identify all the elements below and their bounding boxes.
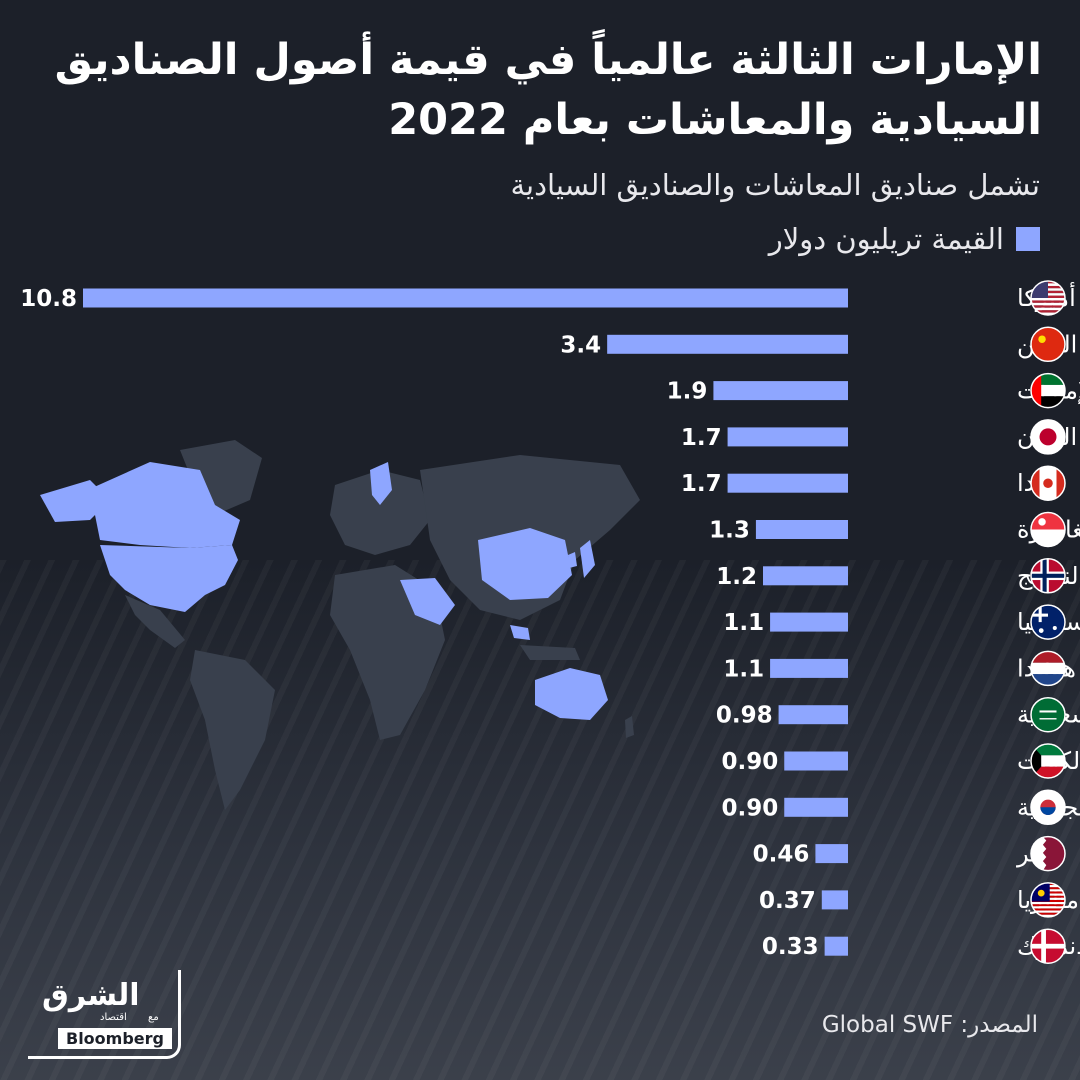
value-label: 1.9	[667, 379, 708, 405]
legend-label: القيمة تريليون دولار	[768, 222, 1004, 256]
bar	[784, 751, 848, 771]
norway-flag-icon	[1030, 558, 1066, 594]
kuwait-flag-icon	[1030, 743, 1066, 779]
value-label: 1.1	[723, 610, 764, 636]
value-label: 1.7	[681, 425, 722, 451]
bar	[83, 288, 848, 308]
map-indonesia	[520, 645, 580, 660]
logo-badge: Bloomberg	[58, 1028, 172, 1049]
asharq-bloomberg-logo: الشرق اقتصاد مع Bloomberg	[28, 970, 181, 1059]
japan-flag-icon	[1030, 419, 1066, 455]
value-label: 0.90	[722, 795, 779, 821]
value-label: 1.2	[716, 564, 757, 590]
uae-flag-icon	[1030, 372, 1066, 409]
malaysia-flag-icon	[1030, 882, 1066, 918]
bar	[727, 427, 848, 447]
bar	[770, 612, 848, 632]
value-label: 0.90	[722, 749, 779, 775]
map-canada	[92, 462, 240, 548]
value-label: 0.46	[753, 842, 810, 868]
value-label: 3.4	[560, 332, 601, 358]
value-label: 1.1	[723, 656, 764, 682]
denmark-flag-icon	[1030, 928, 1066, 964]
bar	[755, 520, 848, 539]
singapore-flag-icon	[1030, 511, 1066, 548]
logo-main: الشرق	[42, 978, 140, 1013]
source-note: المصدر: Global SWF	[821, 1012, 1038, 1038]
australia-flag-icon	[1030, 604, 1066, 640]
canada-flag-icon	[1030, 465, 1066, 501]
map-korea	[568, 552, 577, 568]
south-korea-flag-icon	[1030, 789, 1066, 826]
value-label: 0.37	[759, 888, 816, 914]
bar	[784, 797, 848, 817]
bar	[821, 890, 848, 910]
value-label: 0.33	[762, 934, 819, 960]
bars-group: 10.8أميركا3.4الصين1.9الإمارات1.7اليابان1…	[20, 280, 1080, 964]
value-label: 10.8	[20, 286, 77, 312]
map-mexico	[125, 595, 185, 648]
bar	[770, 658, 848, 678]
map-usa	[100, 545, 238, 612]
bar	[763, 566, 848, 586]
bar	[824, 936, 848, 956]
legend-swatch	[1016, 227, 1040, 251]
map-norway	[370, 462, 392, 505]
world-map	[40, 440, 640, 810]
map-new-zealand	[625, 716, 634, 738]
map-greenland	[180, 440, 262, 512]
bar	[815, 844, 848, 864]
bar	[713, 381, 848, 401]
saudi-flag-icon	[1030, 696, 1066, 733]
map-china	[478, 528, 572, 600]
bar	[778, 705, 848, 725]
map-japan	[580, 540, 595, 578]
map-arabia	[400, 578, 455, 625]
bar	[607, 334, 848, 354]
map-south-america	[190, 650, 275, 810]
map-europe	[330, 470, 430, 555]
logo-sub: اقتصاد	[100, 1012, 127, 1023]
qatar-flag-icon	[1030, 835, 1066, 872]
value-label: 1.3	[709, 518, 750, 544]
chart-title: الإمارات الثالثة عالمياً في قيمة أصول ال…	[54, 35, 1042, 145]
netherlands-flag-icon	[1030, 650, 1066, 687]
chart-subtitle: تشمل صناديق المعاشات والصناديق السيادية	[510, 168, 1040, 202]
value-label: 0.98	[716, 703, 773, 729]
logo-with: مع	[148, 1012, 159, 1023]
value-label: 1.7	[681, 471, 722, 497]
usa-flag-icon	[1030, 280, 1066, 316]
bar	[727, 473, 848, 493]
map-malaysia	[510, 625, 530, 640]
china-flag-icon	[1030, 326, 1066, 363]
legend: القيمة تريليون دولار	[769, 222, 1040, 256]
map-australia	[535, 668, 608, 720]
